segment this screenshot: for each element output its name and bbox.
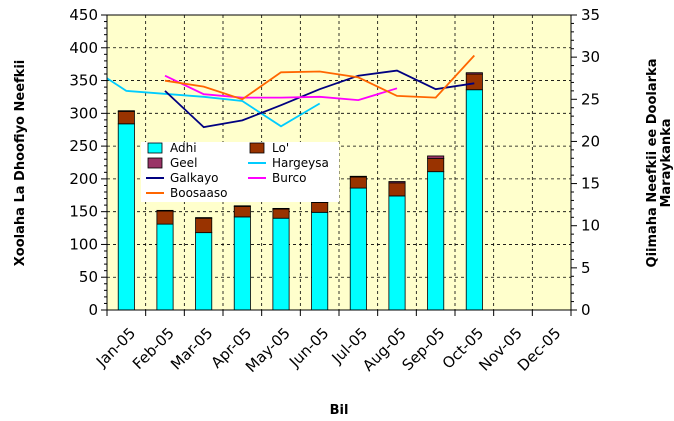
grid-lines (107, 14, 571, 310)
legend-label: Galkayo (170, 171, 219, 185)
legend-box (141, 142, 339, 202)
left-axis-tick-label: 200 (69, 170, 98, 188)
bar-lo (156, 210, 174, 225)
y-axis-title: Xoolaha La Dhoofiyo Neefkii (13, 60, 28, 266)
bar-geel (117, 110, 135, 112)
bar-lo (311, 202, 329, 213)
left-axis-tick-label: 150 (69, 203, 98, 221)
right-axis-tick-label: 5 (581, 259, 591, 277)
legend-swatch (147, 142, 163, 154)
y2-axis-title-line1: Qiimaha Neefkii ee Doolarka (645, 59, 660, 268)
series-line-hargeysa (106, 77, 321, 128)
legend-swatch (249, 142, 265, 154)
bar-geel (427, 155, 445, 159)
right-axis-tick-label: 10 (581, 217, 600, 235)
bar-lo (117, 110, 135, 125)
right-axis-tick-label: 0 (581, 301, 591, 319)
bar-lo (349, 176, 367, 189)
legend-label: Boosaaso (170, 186, 227, 200)
legend-label: Burco (272, 171, 306, 185)
bar-lo (427, 158, 445, 173)
x-axis-tick-label: Feb-05 (129, 324, 178, 373)
line-layer (106, 54, 475, 129)
series-line-galkayo (164, 69, 475, 129)
x-axis-tick-label: Sep-05 (398, 324, 448, 374)
bar-geel (156, 209, 174, 212)
bar-adhi (349, 187, 367, 311)
y2-axis-title-line2: Maraykanka (659, 118, 674, 207)
series-line-boosaaso (164, 54, 475, 101)
bar-geel (349, 175, 367, 178)
legend-label: Adhi (170, 141, 197, 155)
bar-adhi (233, 216, 251, 311)
legend: Adhi Lo' Geel Hargeysa Galkayo Burco Boosaaso (141, 141, 339, 202)
x-axis-tick-label: Jun-05 (285, 324, 332, 371)
bar-geel (233, 205, 251, 207)
x-axis-title: Bil (330, 403, 349, 418)
bar-adhi (465, 89, 483, 311)
left-axis-tick-label: 50 (79, 268, 98, 286)
left-axis-tick-label: 400 (69, 39, 98, 57)
bar-adhi (388, 195, 406, 311)
bar-adhi (156, 223, 174, 311)
bar-adhi (117, 123, 135, 311)
series-line-burco (164, 74, 398, 102)
bar-geel (465, 72, 483, 75)
bar-geel (195, 217, 213, 219)
bar-lo (272, 208, 290, 219)
right-axis-tick-label: 20 (581, 132, 600, 150)
bar-adhi (311, 211, 329, 311)
bar-lo (388, 182, 406, 197)
left-y-axis: 0 50 100 150 200 250 300 350 400 450 (69, 6, 108, 319)
right-axis-tick-label: 30 (581, 48, 600, 66)
x-axis-tick-label: Aug-05 (359, 324, 410, 375)
x-axis-tick-label: Mar-05 (167, 324, 216, 373)
bar-adhi (195, 232, 213, 311)
legend-label: Hargeysa (272, 156, 329, 170)
x-axis-tick-label: Dec-05 (514, 324, 565, 375)
left-axis-tick-label: 250 (69, 137, 98, 155)
bar-geel (388, 181, 406, 184)
bar-adhi (427, 171, 445, 311)
x-axis: Jan-05Feb-05Mar-05Apr-05May-05Jun-05Jul-… (92, 310, 572, 376)
left-axis-tick-label: 300 (69, 104, 98, 122)
legend-label: Lo' (272, 141, 289, 155)
bar-geel (272, 207, 290, 210)
right-axis-tick-label: 25 (581, 90, 600, 108)
right-axis-tick-label: 35 (581, 6, 600, 24)
bar-lo (233, 206, 251, 218)
left-axis-tick-label: 450 (69, 6, 98, 24)
bar-lo (195, 217, 213, 234)
legend-label: Geel (170, 156, 197, 170)
left-axis-tick-label: 100 (69, 235, 98, 253)
right-y-axis: 0 5 10 15 20 25 30 35 (570, 6, 600, 319)
bar-lo (465, 73, 483, 91)
bar-adhi (272, 217, 290, 311)
left-axis-tick-label: 0 (88, 301, 98, 319)
left-axis-tick-label: 350 (69, 72, 98, 90)
right-axis-tick-label: 15 (581, 175, 600, 193)
legend-swatch (147, 157, 163, 169)
